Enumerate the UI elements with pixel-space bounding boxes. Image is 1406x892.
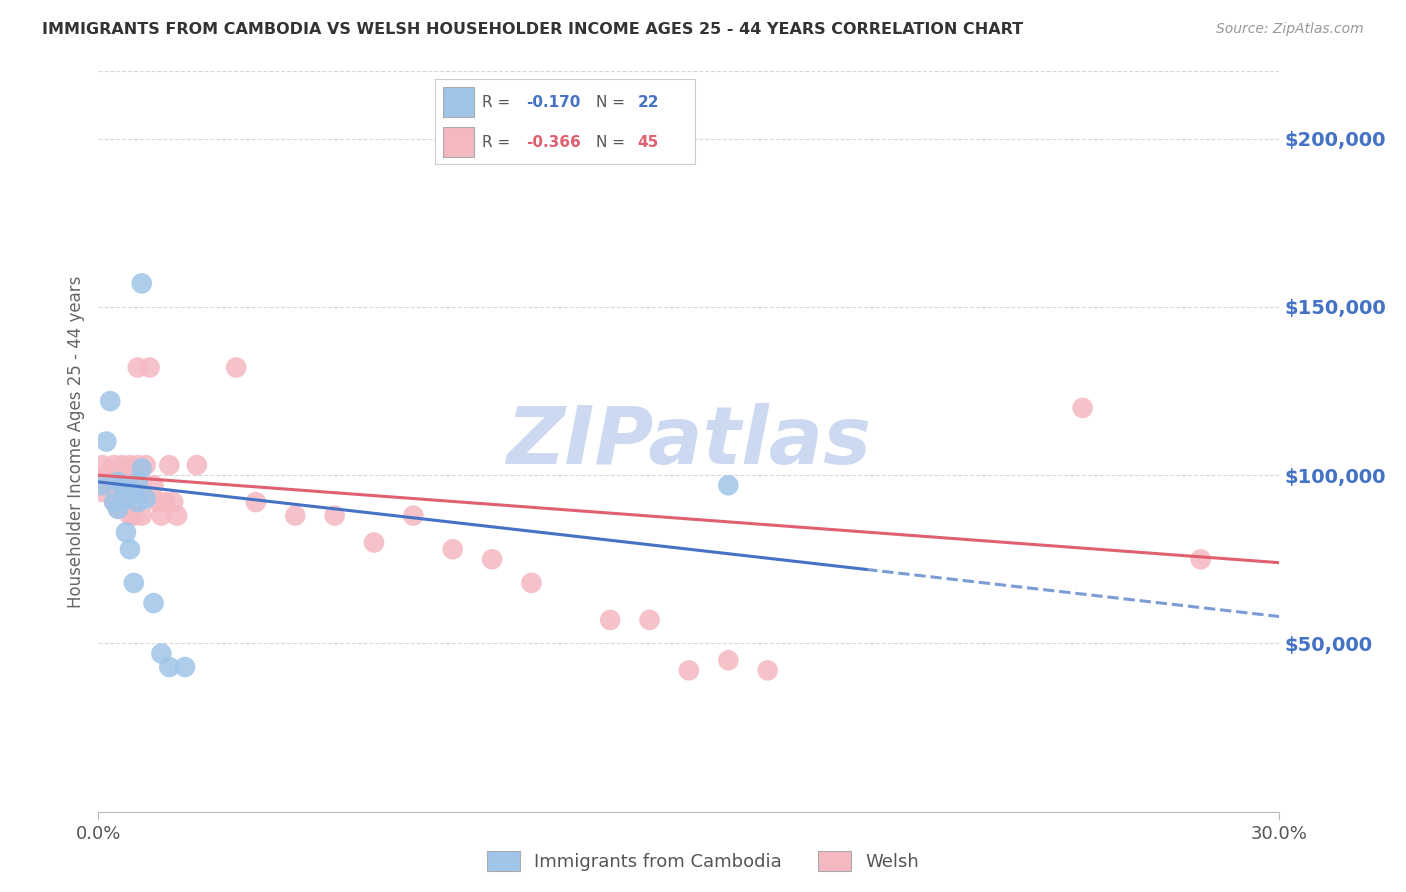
Point (150, 508, 173, 523)
Point (441, 542, 464, 557)
Point (107, 501, 129, 516)
Point (107, 501, 129, 516)
Text: ZIPatlas: ZIPatlas (506, 402, 872, 481)
Point (127, 495, 149, 509)
Point (599, 613, 621, 627)
Point (245, 495, 267, 509)
Point (107, 475, 129, 489)
Point (638, 613, 661, 627)
Point (131, 277, 153, 291)
Point (1189, 552, 1212, 566)
Point (481, 552, 503, 566)
Point (96, 434, 118, 449)
Point (756, 664, 779, 678)
Point (520, 575, 543, 590)
Point (118, 542, 141, 557)
Point (127, 475, 149, 489)
Point (127, 360, 149, 375)
Point (146, 495, 169, 509)
Point (166, 508, 188, 523)
Point (98, 475, 121, 489)
Point (155, 495, 177, 509)
Point (111, 458, 134, 472)
Point (678, 664, 700, 678)
Point (717, 653, 740, 667)
Point (135, 458, 157, 472)
Point (135, 491, 157, 506)
Point (186, 458, 208, 472)
Text: IMMIGRANTS FROM CAMBODIA VS WELSH HOUSEHOLDER INCOME AGES 25 - 44 YEARS CORRELAT: IMMIGRANTS FROM CAMBODIA VS WELSH HOUSEH… (42, 22, 1024, 37)
Point (402, 508, 425, 523)
Point (103, 495, 125, 509)
Point (122, 508, 145, 523)
Point (118, 508, 141, 523)
Point (157, 660, 180, 674)
Point (1071, 401, 1094, 415)
Point (91, 485, 114, 500)
Point (225, 360, 247, 375)
Point (91, 458, 114, 472)
Point (103, 495, 125, 509)
Point (91, 478, 114, 492)
Point (122, 575, 145, 590)
Point (363, 535, 385, 549)
Point (157, 458, 180, 472)
Y-axis label: Householder Income Ages 25 - 44 years: Householder Income Ages 25 - 44 years (66, 276, 84, 607)
Point (142, 478, 165, 492)
Point (131, 508, 153, 523)
Point (174, 660, 197, 674)
Point (115, 525, 138, 540)
Point (138, 360, 160, 375)
Point (111, 478, 134, 492)
Point (122, 485, 145, 500)
Point (98, 394, 121, 409)
Point (127, 458, 149, 472)
Legend: Immigrants from Cambodia, Welsh: Immigrants from Cambodia, Welsh (479, 844, 927, 879)
Point (131, 485, 153, 500)
Point (103, 458, 125, 472)
Point (96, 468, 118, 483)
Point (284, 508, 307, 523)
Point (717, 478, 740, 492)
Point (107, 475, 129, 489)
Point (162, 495, 184, 509)
Point (115, 475, 138, 489)
Point (115, 491, 138, 506)
Point (115, 495, 138, 509)
Point (323, 508, 346, 523)
Point (127, 478, 149, 492)
Point (118, 458, 141, 472)
Point (142, 596, 165, 610)
Text: Source: ZipAtlas.com: Source: ZipAtlas.com (1216, 22, 1364, 37)
Point (131, 461, 153, 475)
Point (150, 647, 173, 661)
